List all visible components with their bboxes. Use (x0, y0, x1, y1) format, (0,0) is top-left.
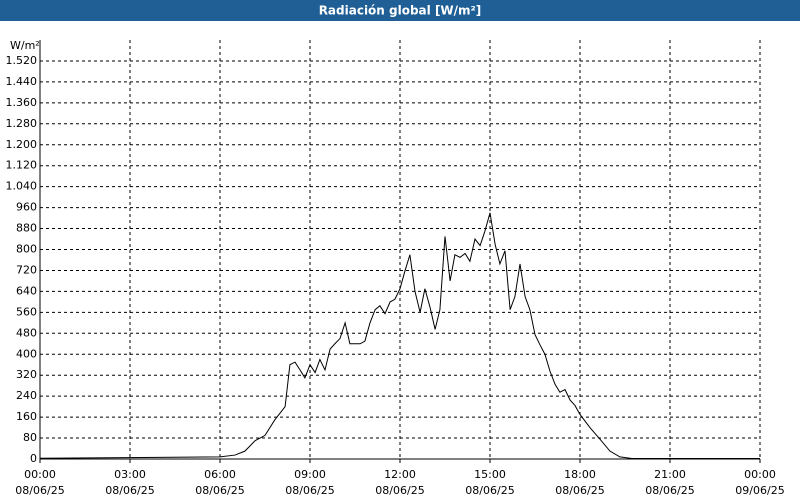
y-tick-label: 1.520 (6, 54, 38, 67)
x-tick-label: 00:00 (744, 468, 776, 481)
title-bar (0, 0, 800, 21)
y-tick-label: 0 (30, 452, 37, 465)
y-tick-label: 320 (16, 368, 37, 381)
x-tick-label: 08/06/25 (375, 484, 424, 497)
y-tick-label: 80 (23, 431, 37, 444)
x-tick-label: 09/06/25 (735, 484, 784, 497)
x-tick-label: 08/06/25 (285, 484, 334, 497)
y-tick-label: 1.120 (6, 159, 38, 172)
x-tick-label: 21:00 (654, 468, 686, 481)
x-tick-label: 06:00 (204, 468, 236, 481)
x-tick-label: 15:00 (474, 468, 506, 481)
y-tick-label: 160 (16, 410, 37, 423)
y-tick-label: 560 (16, 305, 37, 318)
y-tick-label: 480 (16, 326, 37, 339)
x-tick-label: 08/06/25 (105, 484, 154, 497)
x-tick-label: 08/06/25 (645, 484, 694, 497)
y-tick-label: 240 (16, 389, 37, 402)
y-tick-label: 1.440 (6, 75, 38, 88)
y-tick-label: 720 (16, 263, 37, 276)
y-tick-label: 1.360 (6, 96, 38, 109)
x-tick-label: 12:00 (384, 468, 416, 481)
data-line (39, 212, 760, 459)
x-tick-label: 08/06/25 (465, 484, 514, 497)
y-tick-label: 800 (16, 243, 37, 256)
y-tick-label: 960 (16, 201, 37, 214)
x-tick-label: 09:00 (294, 468, 326, 481)
x-tick-label: 08/06/25 (555, 484, 604, 497)
y-tick-label: 400 (16, 347, 37, 360)
x-tick-label: 08/06/25 (15, 484, 64, 497)
x-tick-label: 08/06/25 (195, 484, 244, 497)
x-tick-label: 18:00 (564, 468, 596, 481)
y-tick-label: 1.040 (6, 180, 38, 193)
y-tick-label: 640 (16, 284, 37, 297)
x-tick-label: 00:00 (24, 468, 56, 481)
y-tick-label: 1.200 (6, 138, 38, 151)
y-axis-label: W/m² (10, 39, 40, 52)
x-tick-label: 03:00 (114, 468, 146, 481)
chart-title: Radiación global [W/m²] (319, 4, 482, 18)
y-tick-label: 1.280 (6, 117, 38, 130)
y-tick-label: 880 (16, 222, 37, 235)
